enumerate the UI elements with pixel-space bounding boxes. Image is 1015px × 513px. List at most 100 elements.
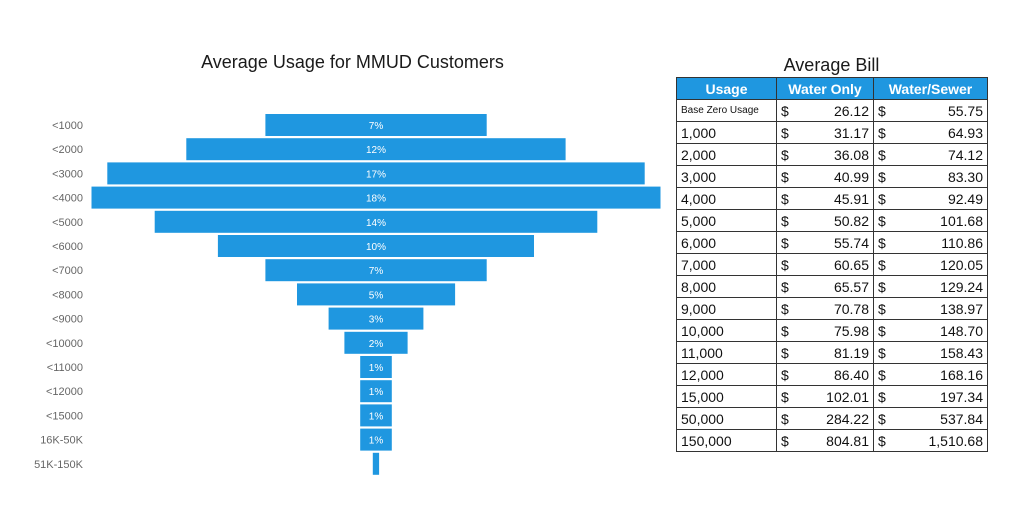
currency-symbol: $	[878, 366, 886, 383]
data-label: 1%	[369, 387, 384, 398]
data-label: 14%	[366, 218, 386, 229]
water-only-cell: $31.17	[776, 121, 874, 144]
data-label: 2%	[369, 339, 384, 350]
funnel-bar	[186, 138, 566, 161]
table-header-row: Usage Water Only Water/Sewer	[676, 77, 988, 100]
category-label: <4000	[52, 193, 83, 205]
funnel-bar	[360, 356, 392, 378]
funnel-bar	[360, 380, 392, 403]
currency-symbol: $	[878, 322, 886, 339]
currency-symbol: $	[878, 256, 886, 273]
data-label: 12%	[366, 145, 386, 156]
usage-cell: 4,000	[676, 187, 777, 210]
usage-cell: 10,000	[676, 319, 777, 342]
category-label: 16K-50K	[40, 435, 83, 447]
water-sewer-cell: $74.12	[873, 143, 988, 166]
amount-value: 55.74	[833, 234, 869, 251]
currency-symbol: $	[878, 344, 886, 361]
amount-value: 74.12	[947, 146, 983, 163]
water-sewer-cell: $129.24	[873, 275, 988, 298]
category-label: <7000	[52, 265, 83, 277]
currency-symbol: $	[878, 234, 886, 251]
currency-symbol: $	[781, 366, 789, 383]
usage-cell: 5,000	[676, 209, 777, 232]
water-sewer-cell: $120.05	[873, 253, 988, 276]
data-label: 1%	[369, 363, 384, 374]
water-sewer-cell: $110.86	[873, 231, 988, 254]
average-bill-table: Usage Water Only Water/Sewer Base Zero U…	[676, 77, 988, 452]
amount-value: 31.17	[833, 124, 869, 141]
currency-symbol: $	[781, 234, 789, 251]
data-label: 5%	[369, 290, 384, 301]
funnel-bar	[328, 307, 424, 330]
table-row: 15,000 $102.01 $197.34	[676, 385, 988, 408]
currency-symbol: $	[878, 278, 886, 295]
table-row: 12,000 $86.40 $168.16	[676, 363, 988, 386]
amount-value: 129.24	[940, 278, 983, 295]
currency-symbol: $	[878, 388, 886, 405]
data-label: 7%	[369, 266, 384, 277]
amount-value: 804.81	[826, 432, 869, 449]
table-row: 6,000 $55.74 $110.86	[676, 231, 988, 254]
water-only-cell: $65.57	[776, 275, 874, 298]
amount-value: 70.78	[833, 300, 869, 317]
amount-value: 284.22	[826, 410, 869, 427]
amount-value: 64.93	[947, 124, 983, 141]
table-row: 9,000 $70.78 $138.97	[676, 297, 988, 320]
amount-value: 120.05	[940, 256, 983, 273]
category-label: <2000	[52, 144, 83, 156]
water-only-cell: $36.08	[776, 143, 874, 166]
category-label: 51K-150K	[34, 459, 84, 471]
water-sewer-cell: $55.75	[873, 99, 988, 122]
water-only-cell: $804.81	[776, 429, 874, 452]
currency-symbol: $	[781, 300, 789, 317]
funnel-bar	[265, 114, 487, 136]
currency-symbol: $	[878, 168, 886, 185]
currency-symbol: $	[878, 410, 886, 427]
water-sewer-cell: $64.93	[873, 121, 988, 144]
currency-symbol: $	[781, 168, 789, 185]
amount-value: 55.75	[947, 102, 983, 119]
usage-cell: 9,000	[676, 297, 777, 320]
funnel-bar	[372, 452, 380, 475]
amount-value: 86.40	[833, 366, 869, 383]
table-row: Base Zero Usage $26.12 $55.75	[676, 99, 988, 122]
usage-cell: 8,000	[676, 275, 777, 298]
table-row: 1,000 $31.17 $64.93	[676, 121, 988, 144]
amount-value: 197.34	[940, 388, 983, 405]
currency-symbol: $	[781, 388, 789, 405]
water-sewer-cell: $148.70	[873, 319, 988, 342]
water-only-cell: $102.01	[776, 385, 874, 408]
table-row: 10,000 $75.98 $148.70	[676, 319, 988, 342]
water-only-cell: $86.40	[776, 363, 874, 386]
data-label: 10%	[366, 242, 386, 253]
amount-value: 101.68	[940, 212, 983, 229]
table-row: 4,000 $45.91 $92.49	[676, 187, 988, 210]
amount-value: 168.16	[940, 366, 983, 383]
funnel-chart: <1000 7% <2000 12% <3000 17% <4000 18% <5000 14% <…	[34, 114, 661, 475]
data-label: 1%	[369, 411, 384, 422]
funnel-bar	[297, 283, 456, 306]
currency-symbol: $	[781, 190, 789, 207]
usage-cell: 15,000	[676, 385, 777, 408]
water-sewer-cell: $138.97	[873, 297, 988, 320]
water-only-cell: $50.82	[776, 209, 874, 232]
water-only-cell: $81.19	[776, 341, 874, 364]
usage-cell: 50,000	[676, 407, 777, 430]
table-row: 7,000 $60.65 $120.05	[676, 253, 988, 276]
category-label: <6000	[52, 241, 83, 253]
header-water-sewer: Water/Sewer	[873, 77, 988, 100]
amount-value: 75.98	[833, 322, 869, 339]
water-only-cell: $45.91	[776, 187, 874, 210]
currency-symbol: $	[878, 190, 886, 207]
amount-value: 40.99	[833, 168, 869, 185]
currency-symbol: $	[781, 124, 789, 141]
amount-value: 50.82	[833, 212, 869, 229]
currency-symbol: $	[781, 322, 789, 339]
currency-symbol: $	[781, 344, 789, 361]
table-row: 8,000 $65.57 $129.24	[676, 275, 988, 298]
usage-cell: 12,000	[676, 363, 777, 386]
funnel-bar	[91, 186, 661, 209]
table-row: 5,000 $50.82 $101.68	[676, 209, 988, 232]
amount-value: 92.49	[947, 190, 983, 207]
